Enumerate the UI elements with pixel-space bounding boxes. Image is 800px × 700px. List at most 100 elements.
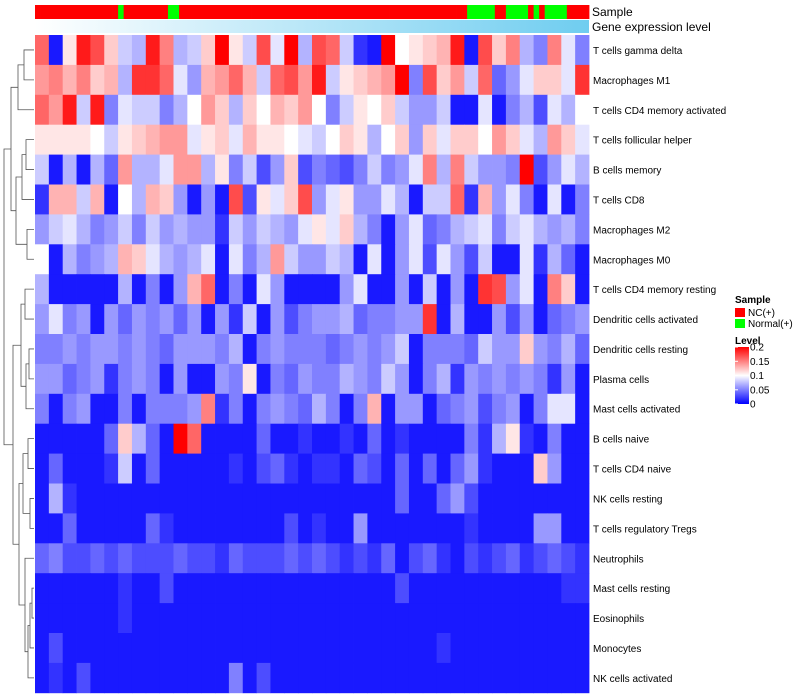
heatmap-cell [561, 603, 576, 634]
heatmap-cell [201, 543, 216, 574]
heatmap-cell [492, 184, 507, 215]
heatmap-cell [408, 244, 424, 275]
heatmap-cell [312, 154, 327, 185]
heatmap-cell [325, 603, 341, 634]
heatmap-cell [505, 274, 521, 305]
heatmap-cell [187, 244, 202, 275]
heatmap-cell [270, 393, 285, 425]
heatmap-cell [561, 662, 576, 694]
heatmap-cell [228, 35, 244, 66]
heatmap-cell [145, 124, 161, 155]
heatmap-cell [298, 453, 313, 484]
heatmap-cell [298, 304, 313, 335]
heatmap-cell [422, 483, 438, 514]
heatmap-cell [519, 393, 534, 425]
heatmap-cell [173, 363, 188, 395]
heatmap-cell [325, 633, 341, 664]
heatmap-cell [228, 154, 244, 185]
sample-cell [223, 5, 230, 19]
heatmap-cell [519, 35, 534, 66]
heatmap-cell [561, 393, 576, 425]
heatmap-cell [367, 154, 382, 185]
sample-cell [68, 5, 75, 19]
heatmap-cell [228, 662, 244, 694]
heatmap-cell [505, 573, 521, 604]
heatmap-cell [519, 214, 534, 245]
heatmap-cell [436, 453, 451, 484]
level-tick-label: 0.15 [750, 357, 770, 368]
heatmap-cell [187, 184, 202, 215]
heatmap-cell [104, 363, 119, 395]
heatmap-cell [450, 304, 465, 335]
heatmap-cell [339, 423, 354, 454]
heatmap-cell [492, 274, 507, 305]
heatmap-cell [270, 453, 285, 484]
heatmap-cell [187, 35, 202, 66]
heatmap-cell [312, 304, 327, 335]
dendrogram-branch [28, 348, 34, 380]
heatmap-cell [325, 35, 341, 66]
heatmap-cell [339, 662, 354, 694]
heatmap-cell [436, 423, 451, 454]
heatmap-cell [62, 483, 77, 514]
heatmap-cell [492, 35, 507, 66]
heatmap-cell [62, 573, 77, 604]
heatmap-cell [353, 393, 368, 425]
heatmap-cell [159, 453, 174, 484]
heatmap-cell [145, 94, 161, 126]
heatmap-cell [422, 543, 438, 574]
heatmap-cell [201, 154, 216, 185]
heatmap-cell [408, 483, 424, 514]
heatmap-cell [478, 513, 493, 544]
heatmap-cell [408, 304, 424, 335]
sample-cell [228, 5, 235, 19]
sample-cell [461, 5, 468, 19]
heatmap-cell [284, 483, 299, 514]
heatmap-cell [547, 244, 562, 275]
heatmap-cell [422, 423, 438, 454]
heatmap-cell [339, 363, 354, 395]
heatmap-cell [561, 513, 576, 544]
heatmap-cell [325, 423, 341, 454]
heatmap-cell [201, 603, 216, 634]
sample-cell [162, 5, 169, 19]
heatmap-cell [547, 393, 562, 425]
heatmap-cell [395, 244, 410, 275]
heatmap-cell [118, 603, 133, 634]
heatmap-cell [395, 513, 410, 544]
heatmap-cell [353, 244, 368, 275]
heatmap-cell [312, 184, 327, 215]
sample-cell [406, 5, 413, 19]
sample-cell [306, 5, 313, 19]
heatmap-cell [395, 633, 410, 664]
heatmap-cell [242, 154, 257, 185]
heatmap-cell [312, 662, 327, 694]
heatmap-cell [298, 154, 313, 185]
heatmap-cell [339, 513, 354, 544]
sample-cell [323, 5, 330, 19]
heatmap-cell [228, 64, 244, 96]
level-ticks: 0.2 0.15 0.1 0.05 0 [735, 343, 770, 411]
heatmap-cell [173, 244, 188, 275]
heatmap-cell [450, 184, 465, 215]
heatmap-cell [450, 334, 465, 365]
heatmap-cell [492, 124, 507, 155]
heatmap-cell [339, 453, 354, 484]
heatmap-cell [478, 633, 493, 664]
heatmap-cell [533, 274, 548, 305]
heatmap-cell [256, 603, 271, 634]
heatmap-cell [353, 214, 368, 245]
heatmap-cell [256, 124, 271, 155]
heatmap-cell [256, 393, 271, 425]
heatmap-cell [228, 513, 244, 544]
heatmap-cell [62, 633, 77, 664]
heatmap-cell [367, 35, 382, 66]
heatmap-cell [104, 543, 119, 574]
heatmap-cell [228, 334, 244, 365]
row-label: NK cells resting [593, 494, 662, 505]
heatmap-cell [367, 393, 382, 425]
heatmap-cell [298, 274, 313, 305]
heatmap-cell [48, 633, 64, 664]
heatmap-cell [312, 393, 327, 425]
heatmap-cell [436, 184, 451, 215]
